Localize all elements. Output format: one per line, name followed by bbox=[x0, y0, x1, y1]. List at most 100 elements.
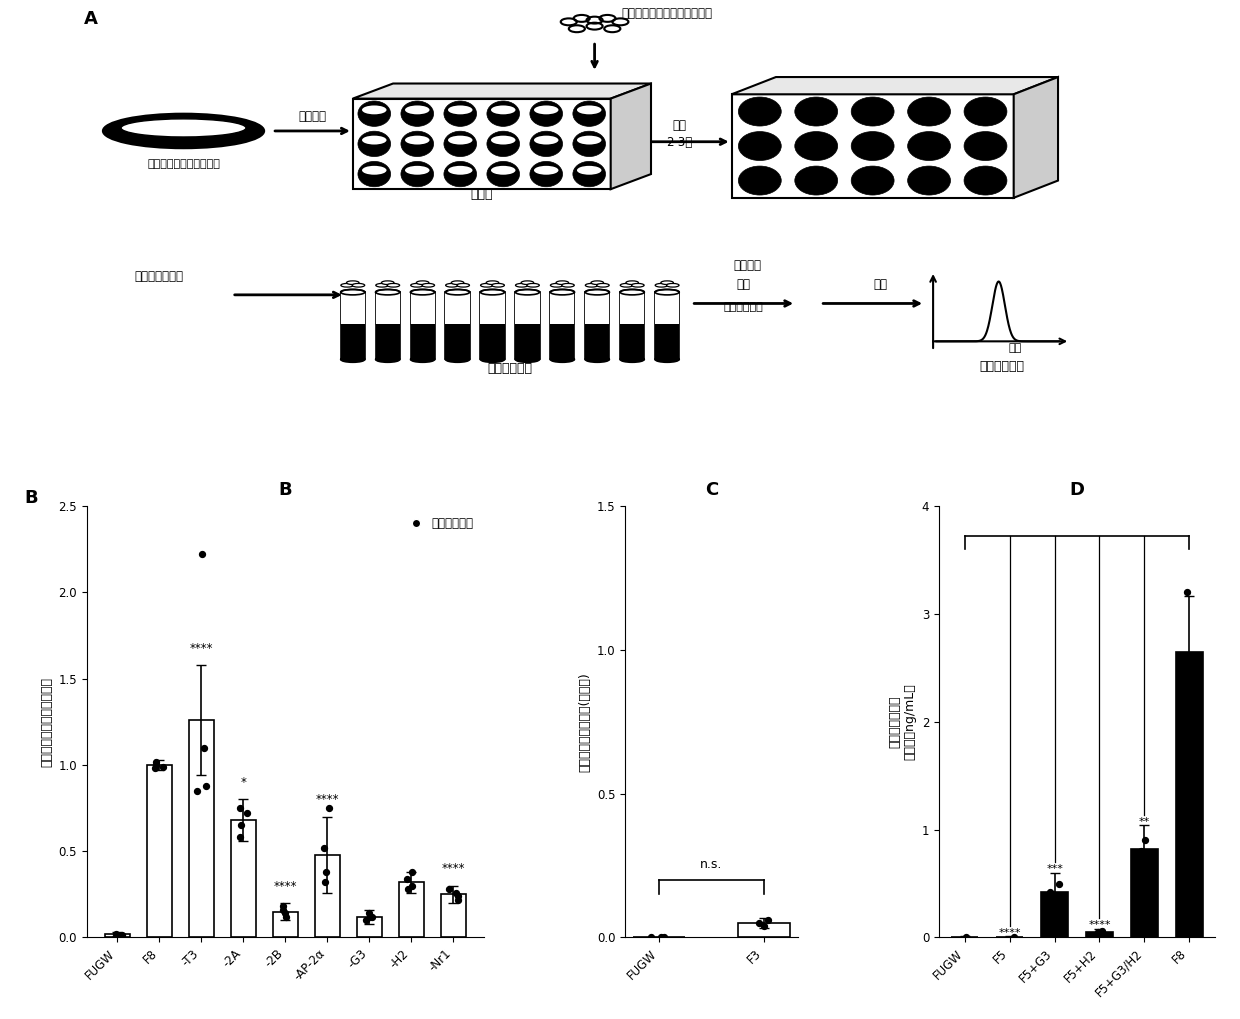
Ellipse shape bbox=[486, 281, 498, 284]
Point bbox=[1089, 924, 1109, 941]
Ellipse shape bbox=[410, 283, 423, 287]
Point bbox=[362, 909, 382, 925]
Bar bbox=[655, 324, 680, 360]
Point bbox=[1131, 843, 1151, 859]
Ellipse shape bbox=[487, 131, 520, 157]
Text: B: B bbox=[25, 489, 38, 507]
Text: 电流: 电流 bbox=[874, 278, 888, 291]
Bar bbox=[480, 324, 505, 360]
Point bbox=[231, 829, 250, 846]
Text: 多孔板: 多孔板 bbox=[470, 187, 494, 201]
Ellipse shape bbox=[448, 136, 472, 145]
Text: 时间: 时间 bbox=[1008, 343, 1022, 353]
Bar bbox=[655, 292, 680, 324]
Ellipse shape bbox=[444, 161, 476, 186]
Ellipse shape bbox=[620, 289, 645, 294]
Ellipse shape bbox=[585, 357, 609, 363]
Ellipse shape bbox=[963, 131, 1007, 161]
Point bbox=[196, 777, 216, 794]
Bar bbox=[315, 855, 340, 937]
Polygon shape bbox=[353, 84, 651, 99]
Point bbox=[956, 929, 976, 946]
Ellipse shape bbox=[655, 289, 680, 294]
Ellipse shape bbox=[362, 105, 387, 114]
Text: A: A bbox=[83, 10, 98, 29]
Point bbox=[110, 927, 130, 944]
Ellipse shape bbox=[551, 283, 563, 287]
Text: 分离的原代星形胶质细胞: 分离的原代星形胶质细胞 bbox=[148, 159, 219, 169]
Text: 细胞传代: 细胞传代 bbox=[299, 110, 326, 123]
Point bbox=[237, 805, 257, 821]
Point bbox=[1182, 682, 1202, 698]
Point bbox=[1049, 875, 1069, 892]
Bar bbox=[551, 324, 574, 360]
Ellipse shape bbox=[655, 283, 668, 287]
Ellipse shape bbox=[382, 281, 394, 284]
Ellipse shape bbox=[362, 136, 387, 145]
Ellipse shape bbox=[666, 283, 680, 287]
Ellipse shape bbox=[122, 119, 246, 137]
Ellipse shape bbox=[529, 101, 563, 126]
Ellipse shape bbox=[341, 357, 365, 363]
Ellipse shape bbox=[451, 281, 464, 284]
Ellipse shape bbox=[445, 357, 470, 363]
Text: 高效液相: 高效液相 bbox=[734, 259, 761, 272]
Point bbox=[403, 864, 423, 880]
Ellipse shape bbox=[795, 131, 838, 161]
Ellipse shape bbox=[341, 357, 365, 363]
Ellipse shape bbox=[492, 283, 505, 287]
Ellipse shape bbox=[795, 97, 838, 126]
Ellipse shape bbox=[562, 283, 574, 287]
Point bbox=[360, 909, 379, 925]
Text: 刺激后的上清: 刺激后的上清 bbox=[487, 362, 532, 375]
Ellipse shape bbox=[422, 283, 434, 287]
Point bbox=[749, 915, 769, 931]
Point bbox=[146, 753, 166, 769]
Point bbox=[448, 888, 467, 904]
Ellipse shape bbox=[410, 357, 435, 363]
Bar bbox=[105, 934, 130, 937]
Ellipse shape bbox=[577, 105, 601, 114]
Ellipse shape bbox=[448, 166, 472, 174]
Ellipse shape bbox=[410, 289, 435, 294]
Ellipse shape bbox=[376, 283, 388, 287]
Ellipse shape bbox=[346, 281, 360, 284]
Ellipse shape bbox=[410, 357, 435, 363]
Bar bbox=[585, 324, 609, 360]
Ellipse shape bbox=[556, 281, 569, 284]
Ellipse shape bbox=[577, 136, 601, 145]
Ellipse shape bbox=[585, 322, 609, 327]
Ellipse shape bbox=[410, 322, 435, 327]
Ellipse shape bbox=[491, 166, 516, 174]
Ellipse shape bbox=[795, 166, 838, 195]
Ellipse shape bbox=[516, 357, 539, 363]
Ellipse shape bbox=[341, 322, 365, 327]
Text: ****: **** bbox=[441, 862, 465, 875]
Bar bbox=[551, 292, 574, 324]
Point bbox=[641, 929, 661, 946]
Bar bbox=[620, 292, 645, 360]
Ellipse shape bbox=[376, 289, 399, 294]
Ellipse shape bbox=[401, 101, 434, 126]
Text: 诱导: 诱导 bbox=[672, 119, 686, 131]
Y-axis label: 去甲肾上腺素的
释放量（ng/mL）: 去甲肾上腺素的 释放量（ng/mL） bbox=[888, 684, 916, 760]
Bar bbox=[1086, 932, 1114, 937]
Ellipse shape bbox=[358, 131, 391, 157]
Point bbox=[1135, 833, 1154, 849]
Ellipse shape bbox=[491, 105, 516, 114]
Ellipse shape bbox=[445, 357, 470, 363]
Ellipse shape bbox=[456, 283, 470, 287]
Ellipse shape bbox=[596, 283, 609, 287]
Point bbox=[1182, 659, 1202, 676]
Bar bbox=[410, 292, 435, 360]
Bar bbox=[620, 324, 645, 360]
Ellipse shape bbox=[851, 97, 894, 126]
Ellipse shape bbox=[376, 357, 399, 363]
Ellipse shape bbox=[341, 283, 353, 287]
Ellipse shape bbox=[963, 166, 1007, 195]
Text: 携带不同转录因子的病毒颗粒: 携带不同转录因子的病毒颗粒 bbox=[621, 7, 713, 19]
Bar bbox=[273, 912, 298, 937]
Point bbox=[1136, 849, 1156, 865]
Title: D: D bbox=[1070, 481, 1085, 499]
Point bbox=[146, 757, 166, 773]
